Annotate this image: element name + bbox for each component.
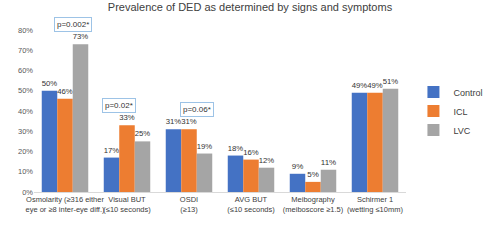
- svg-text:25%: 25%: [135, 129, 151, 138]
- svg-text:0%: 0%: [22, 188, 33, 197]
- svg-text:18%: 18%: [228, 144, 244, 153]
- svg-text:ICL: ICL: [453, 107, 467, 117]
- svg-text:AVG BUT(≤10 seconds): AVG BUT(≤10 seconds): [227, 195, 275, 214]
- svg-text:12%: 12%: [259, 156, 275, 165]
- svg-text:46%: 46%: [57, 87, 73, 96]
- svg-text:20%: 20%: [18, 147, 33, 156]
- svg-text:19%: 19%: [197, 142, 213, 151]
- svg-text:OSDI(≥13): OSDI(≥13): [180, 195, 198, 214]
- svg-text:Meibography(meiboscore ≥1.5): Meibography(meiboscore ≥1.5): [283, 195, 344, 214]
- svg-text:Schirmer 1(wetting ≤10mm): Schirmer 1(wetting ≤10mm): [347, 195, 403, 214]
- svg-text:Visual BUT(≤10 seconds): Visual BUT(≤10 seconds): [103, 195, 151, 214]
- svg-text:11%: 11%: [321, 158, 336, 167]
- svg-text:30%: 30%: [18, 127, 33, 136]
- svg-text:51%: 51%: [383, 77, 399, 86]
- svg-text:49%: 49%: [367, 81, 383, 90]
- svg-text:17%: 17%: [104, 146, 120, 155]
- svg-text:p=0.02*: p=0.02*: [105, 101, 133, 110]
- svg-text:5%: 5%: [307, 170, 319, 179]
- svg-text:80%: 80%: [18, 26, 33, 35]
- svg-text:LVC: LVC: [453, 126, 470, 136]
- svg-text:10%: 10%: [18, 167, 33, 176]
- svg-text:40%: 40%: [18, 107, 33, 116]
- svg-text:Prevalence of DED as determine: Prevalence of DED as determined by signs…: [108, 1, 393, 13]
- svg-text:p=0.06*: p=0.06*: [183, 105, 211, 114]
- svg-text:50%: 50%: [18, 86, 33, 95]
- svg-text:70%: 70%: [18, 46, 33, 55]
- svg-text:49%: 49%: [352, 81, 368, 90]
- svg-text:Control: Control: [453, 88, 482, 98]
- svg-text:31%: 31%: [166, 117, 182, 126]
- svg-text:p=0.002*: p=0.002*: [57, 20, 89, 29]
- svg-text:60%: 60%: [18, 66, 33, 75]
- svg-text:50%: 50%: [42, 79, 58, 88]
- svg-text:73%: 73%: [73, 32, 89, 41]
- svg-text:16%: 16%: [243, 148, 259, 157]
- svg-text:9%: 9%: [292, 162, 304, 171]
- svg-text:Osmolarity (≥316 eithereye or: Osmolarity (≥316 eithereye or ≥8 inter-e…: [25, 195, 105, 214]
- svg-text:31%: 31%: [181, 117, 197, 126]
- svg-text:33%: 33%: [119, 113, 135, 122]
